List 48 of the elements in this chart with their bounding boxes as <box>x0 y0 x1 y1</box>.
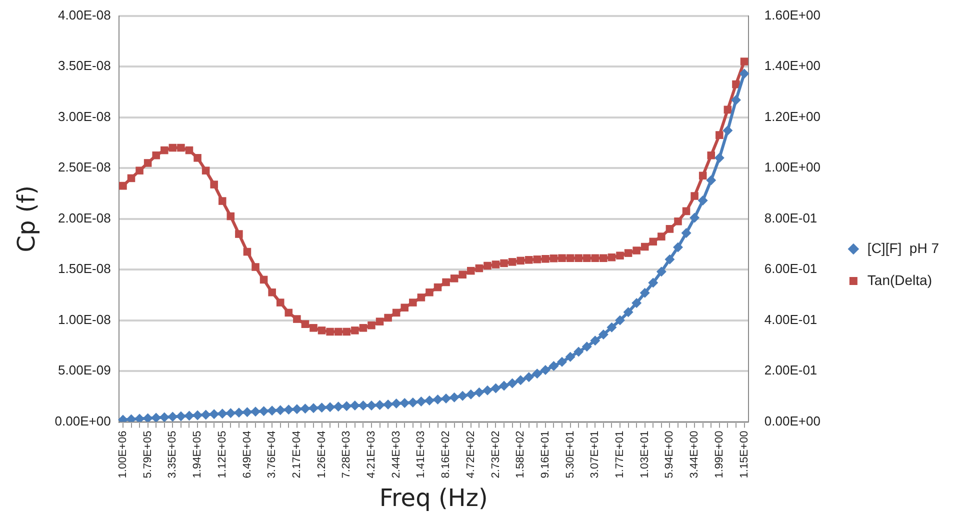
y2-tick-label: 1.60E+00 <box>764 7 820 22</box>
y-tick-label: 4.00E-08 <box>58 7 111 22</box>
x-tick-label: 1.41E+03 <box>415 430 428 478</box>
x-tick-label: 5.79E+05 <box>142 430 154 478</box>
y2-tick-label: 2.00E-01 <box>764 362 818 378</box>
x-tick-label: 1.77E+01 <box>614 430 626 478</box>
y2-tick-label: 6.00E-01 <box>764 261 818 276</box>
x-tick-label: 3.07E+01 <box>589 430 602 478</box>
x-axis-title: Freq (Hz) <box>379 484 488 512</box>
y-tick-label: 5.00E-09 <box>58 362 111 378</box>
legend-label: [C][F] pH 7 <box>867 240 940 256</box>
y2-tick-label: 1.40E+00 <box>764 58 820 74</box>
x-tick-label: 3.76E+04 <box>266 430 278 478</box>
x-tick-label: 1.00E+06 <box>117 430 129 478</box>
y2-tick-label: 8.00E-01 <box>764 210 818 226</box>
y-tick-label: 3.50E-08 <box>58 58 111 74</box>
x-tick-label: 1.94E+05 <box>192 430 204 478</box>
y-axis-title: Cp (f) <box>12 185 41 252</box>
x-tick-label: 1.15E+00 <box>738 430 750 478</box>
y-tick-label: 2.50E-08 <box>58 160 111 175</box>
y-tick-label: 1.50E-08 <box>58 261 111 276</box>
x-tick-label: 1.58E+02 <box>514 430 527 478</box>
x-tick-label: 4.21E+03 <box>366 430 378 478</box>
x-tick-label: 7.28E+03 <box>340 430 353 478</box>
y2-tick-label: 4.00E-01 <box>764 312 818 327</box>
x-tick-label: 1.26E+04 <box>316 430 328 478</box>
legend-label: Tan(Delta) <box>867 272 932 288</box>
x-tick-label: 1.12E+05 <box>216 430 228 478</box>
x-tick-label: 5.30E+01 <box>564 430 576 478</box>
y2-tick-label: 1.00E+00 <box>764 160 820 175</box>
x-tick-label: 3.44E+00 <box>688 430 701 478</box>
y-tick-label: 3.00E-08 <box>58 108 111 124</box>
x-tick-label: 1.03E+01 <box>638 430 651 478</box>
x-tick-label: 1.99E+00 <box>713 430 726 478</box>
x-tick-label: 3.35E+05 <box>166 430 179 478</box>
x-tick-label: 2.73E+02 <box>490 430 502 478</box>
x-tick-label: 2.44E+03 <box>390 430 402 478</box>
x-tick-label: 5.94E+00 <box>664 430 676 478</box>
x-tick-label: 6.49E+04 <box>241 430 254 478</box>
x-tick-label: 9.16E+01 <box>539 430 552 478</box>
y-tick-label: 0.00E+00 <box>54 413 111 428</box>
y2-tick-label: 1.20E+00 <box>764 108 820 124</box>
x-tick-label: 4.72E+02 <box>464 430 477 478</box>
x-tick-label: 8.16E+02 <box>440 430 452 478</box>
x-tick-label: 2.17E+04 <box>290 430 303 478</box>
y-tick-label: 1.00E-08 <box>58 312 111 327</box>
y2-tick-label: 0.00E+00 <box>764 413 820 428</box>
y-tick-label: 2.00E-08 <box>58 210 111 226</box>
